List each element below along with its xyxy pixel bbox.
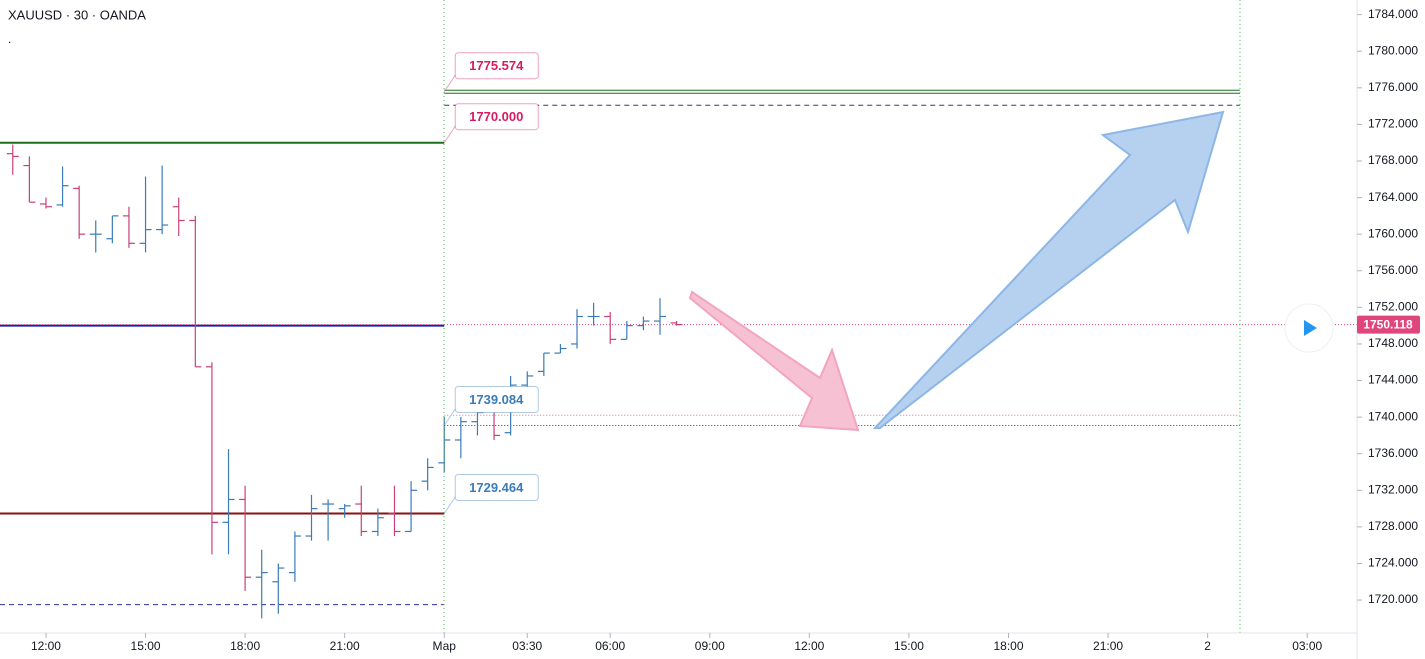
chart-subtitle: . [8, 32, 11, 46]
y-tick-label: 1756.000 [1368, 263, 1418, 277]
x-tick-label: 21:00 [1093, 639, 1123, 653]
y-tick-label: 1776.000 [1368, 80, 1418, 94]
callout-tail [443, 61, 457, 92]
callout-label: 1770.000 [469, 109, 523, 124]
x-tick-label: 2 [1204, 639, 1211, 653]
chart-title: XAUUSD · 30 · OANDA [8, 7, 146, 22]
y-tick-label: 1768.000 [1368, 153, 1418, 167]
y-tick-label: 1740.000 [1368, 409, 1418, 423]
x-tick-label: 15:00 [131, 639, 161, 653]
x-tick-label: Мар [433, 639, 457, 653]
y-tick-label: 1748.000 [1368, 336, 1418, 350]
y-tick-label: 1772.000 [1368, 117, 1418, 131]
up-arrow [872, 110, 1225, 429]
price-tag-label: 1750.118 [1363, 318, 1413, 332]
price-tag [1357, 315, 1420, 334]
x-tick-label: 18:00 [230, 639, 260, 653]
callout-box [454, 473, 539, 501]
x-tick-label: 15:00 [894, 639, 924, 653]
callout-tail [443, 112, 457, 143]
x-tick-label: 03:30 [512, 639, 542, 653]
y-tick-label: 1724.000 [1368, 556, 1418, 570]
y-tick-label: 1728.000 [1368, 519, 1418, 533]
down-arrow [688, 290, 860, 432]
callout-label: 1775.574 [469, 58, 524, 73]
x-tick-label: 18:00 [993, 639, 1023, 653]
x-tick-label: 21:00 [330, 639, 360, 653]
callout-label: 1729.464 [469, 480, 524, 495]
callout-box [454, 103, 539, 131]
callout-tail [443, 483, 457, 514]
plot-area [0, 89, 1357, 619]
callout-box [454, 386, 539, 414]
y-tick-label: 1744.000 [1368, 373, 1418, 387]
callout-box [454, 52, 539, 80]
play-icon [1304, 320, 1317, 336]
y-tick-label: 1720.000 [1368, 592, 1418, 606]
y-tick-label: 1732.000 [1368, 482, 1418, 496]
y-tick-label: 1780.000 [1368, 43, 1418, 57]
y-tick-label: 1760.000 [1368, 226, 1418, 240]
x-tick-label: 12:00 [31, 639, 61, 653]
x-tick-label: 06:00 [595, 639, 625, 653]
y-tick-label: 1752.000 [1368, 300, 1418, 314]
y-tick-label: 1736.000 [1368, 446, 1418, 460]
x-tick-label: 03:00 [1292, 639, 1322, 653]
x-tick-label: 09:00 [695, 639, 725, 653]
y-tick-label: 1764.000 [1368, 190, 1418, 204]
callout-tail [443, 395, 457, 426]
y-tick-label: 1784.000 [1368, 7, 1418, 21]
x-tick-label: 12:00 [794, 639, 824, 653]
callout-label: 1739.084 [469, 392, 524, 407]
